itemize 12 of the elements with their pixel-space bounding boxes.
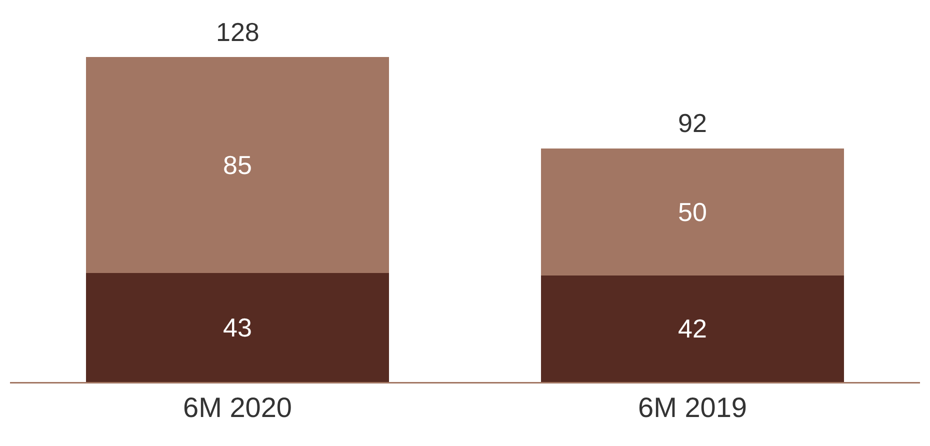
- x-tick-label: 6M 2020: [183, 392, 292, 424]
- data-label: 50: [678, 196, 707, 227]
- data-label: 42: [678, 314, 707, 344]
- total-label: 92: [678, 108, 707, 138]
- data-label: 43: [223, 312, 252, 342]
- x-tick-label: 6M 2019: [638, 392, 747, 424]
- bar: [540, 148, 844, 276]
- data-label: 85: [223, 150, 252, 180]
- bar: [540, 275, 844, 382]
- bar: [86, 56, 390, 273]
- bar: [86, 272, 390, 382]
- total-label: 128: [216, 17, 260, 47]
